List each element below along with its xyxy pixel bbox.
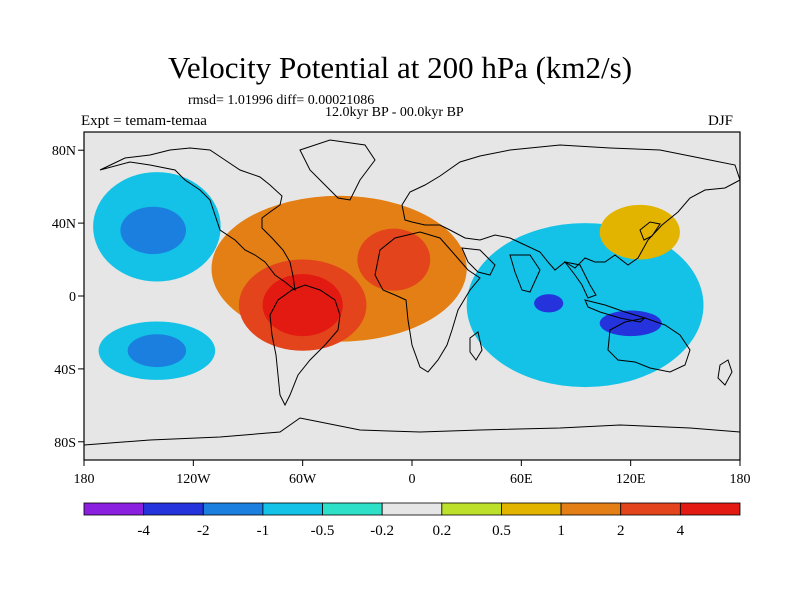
x-tick-label: 0 [409,472,416,487]
coastline-japan [639,221,661,241]
colorbar-label: -4 [137,523,150,539]
y-tick-label: 0 [69,290,76,305]
colorbar-label: 2 [617,523,625,539]
colorbar-label: -0.5 [311,523,335,539]
coastline-australia [607,317,691,373]
y-tick-label: 40N [52,217,76,232]
contour-region [599,204,680,260]
colorbar-swatch [83,502,145,516]
coastline-madagascar [469,331,483,361]
contour-fields [84,132,740,460]
contour-region [120,206,186,255]
colorbar-swatch [560,502,622,516]
stats-label: rmsd= 1.01996 diff= 0.00021086 [188,93,375,108]
coastline-greenland [299,139,376,201]
x-tick-label: 180 [730,472,751,487]
x-tick-label: 60W [289,472,317,487]
colorbar-swatch [441,502,502,516]
colorbar-swatch [679,502,741,516]
coastline-india [509,254,541,293]
coastline-africa [374,231,481,373]
coastline-eurasia [401,144,740,271]
coastline-north-america [99,147,296,292]
colorbar: -4 -2 -1 -0.5 -0.2 0.2 0.5 1 2 4 [83,502,741,539]
colorbar-swatch [262,502,323,516]
coastline-new-zealand [717,359,733,386]
y-tick-label: 40S [54,363,76,378]
colorbar-label: -2 [197,523,210,539]
x-tick-label: 120E [616,472,646,487]
colorbar-label: 4 [677,523,685,539]
coastline-south-america [269,284,341,407]
chart-title: Velocity Potential at 200 hPa (km2/s) [167,50,633,85]
colorbar-swatch [202,502,264,516]
contour-region [534,294,564,313]
coastline-indonesia [584,299,647,323]
colorbar-swatch [501,502,562,516]
colorbar-label: 0.2 [432,523,451,539]
x-tick-label: 60E [510,472,533,487]
y-tick-label: 80N [52,144,76,159]
colorbar-swatch [381,502,443,516]
axes: 180 120W 60W 0 60E 120E 180 80N 40N 0 40S 80S [52,144,751,487]
y-tick-label: 80S [54,436,76,451]
x-tick-label: 180 [74,472,95,487]
contour-region [357,228,431,291]
period-label: 12.0kyr BP - 00.0kyr BP [325,105,464,120]
colorbar-label: 0.5 [492,523,511,539]
coastline-antarctica [84,417,740,446]
coastline-southeast-asia [563,261,597,299]
colorbar-label: -0.2 [370,523,394,539]
colorbar-label: -1 [257,523,270,539]
experiment-label: Expt = temam-temaa [81,113,207,129]
colorbar-label: 1 [557,523,565,539]
x-tick-label: 120W [176,472,211,487]
coastlines [84,139,740,446]
colorbar-swatch [620,502,681,516]
contour-region [466,223,704,388]
colorbar-swatch [143,502,204,516]
coastline-arabia [461,247,496,276]
season-label: DJF [708,113,734,129]
contour-region [127,334,187,368]
colorbar-swatch [322,502,383,516]
contour-region [262,274,343,337]
